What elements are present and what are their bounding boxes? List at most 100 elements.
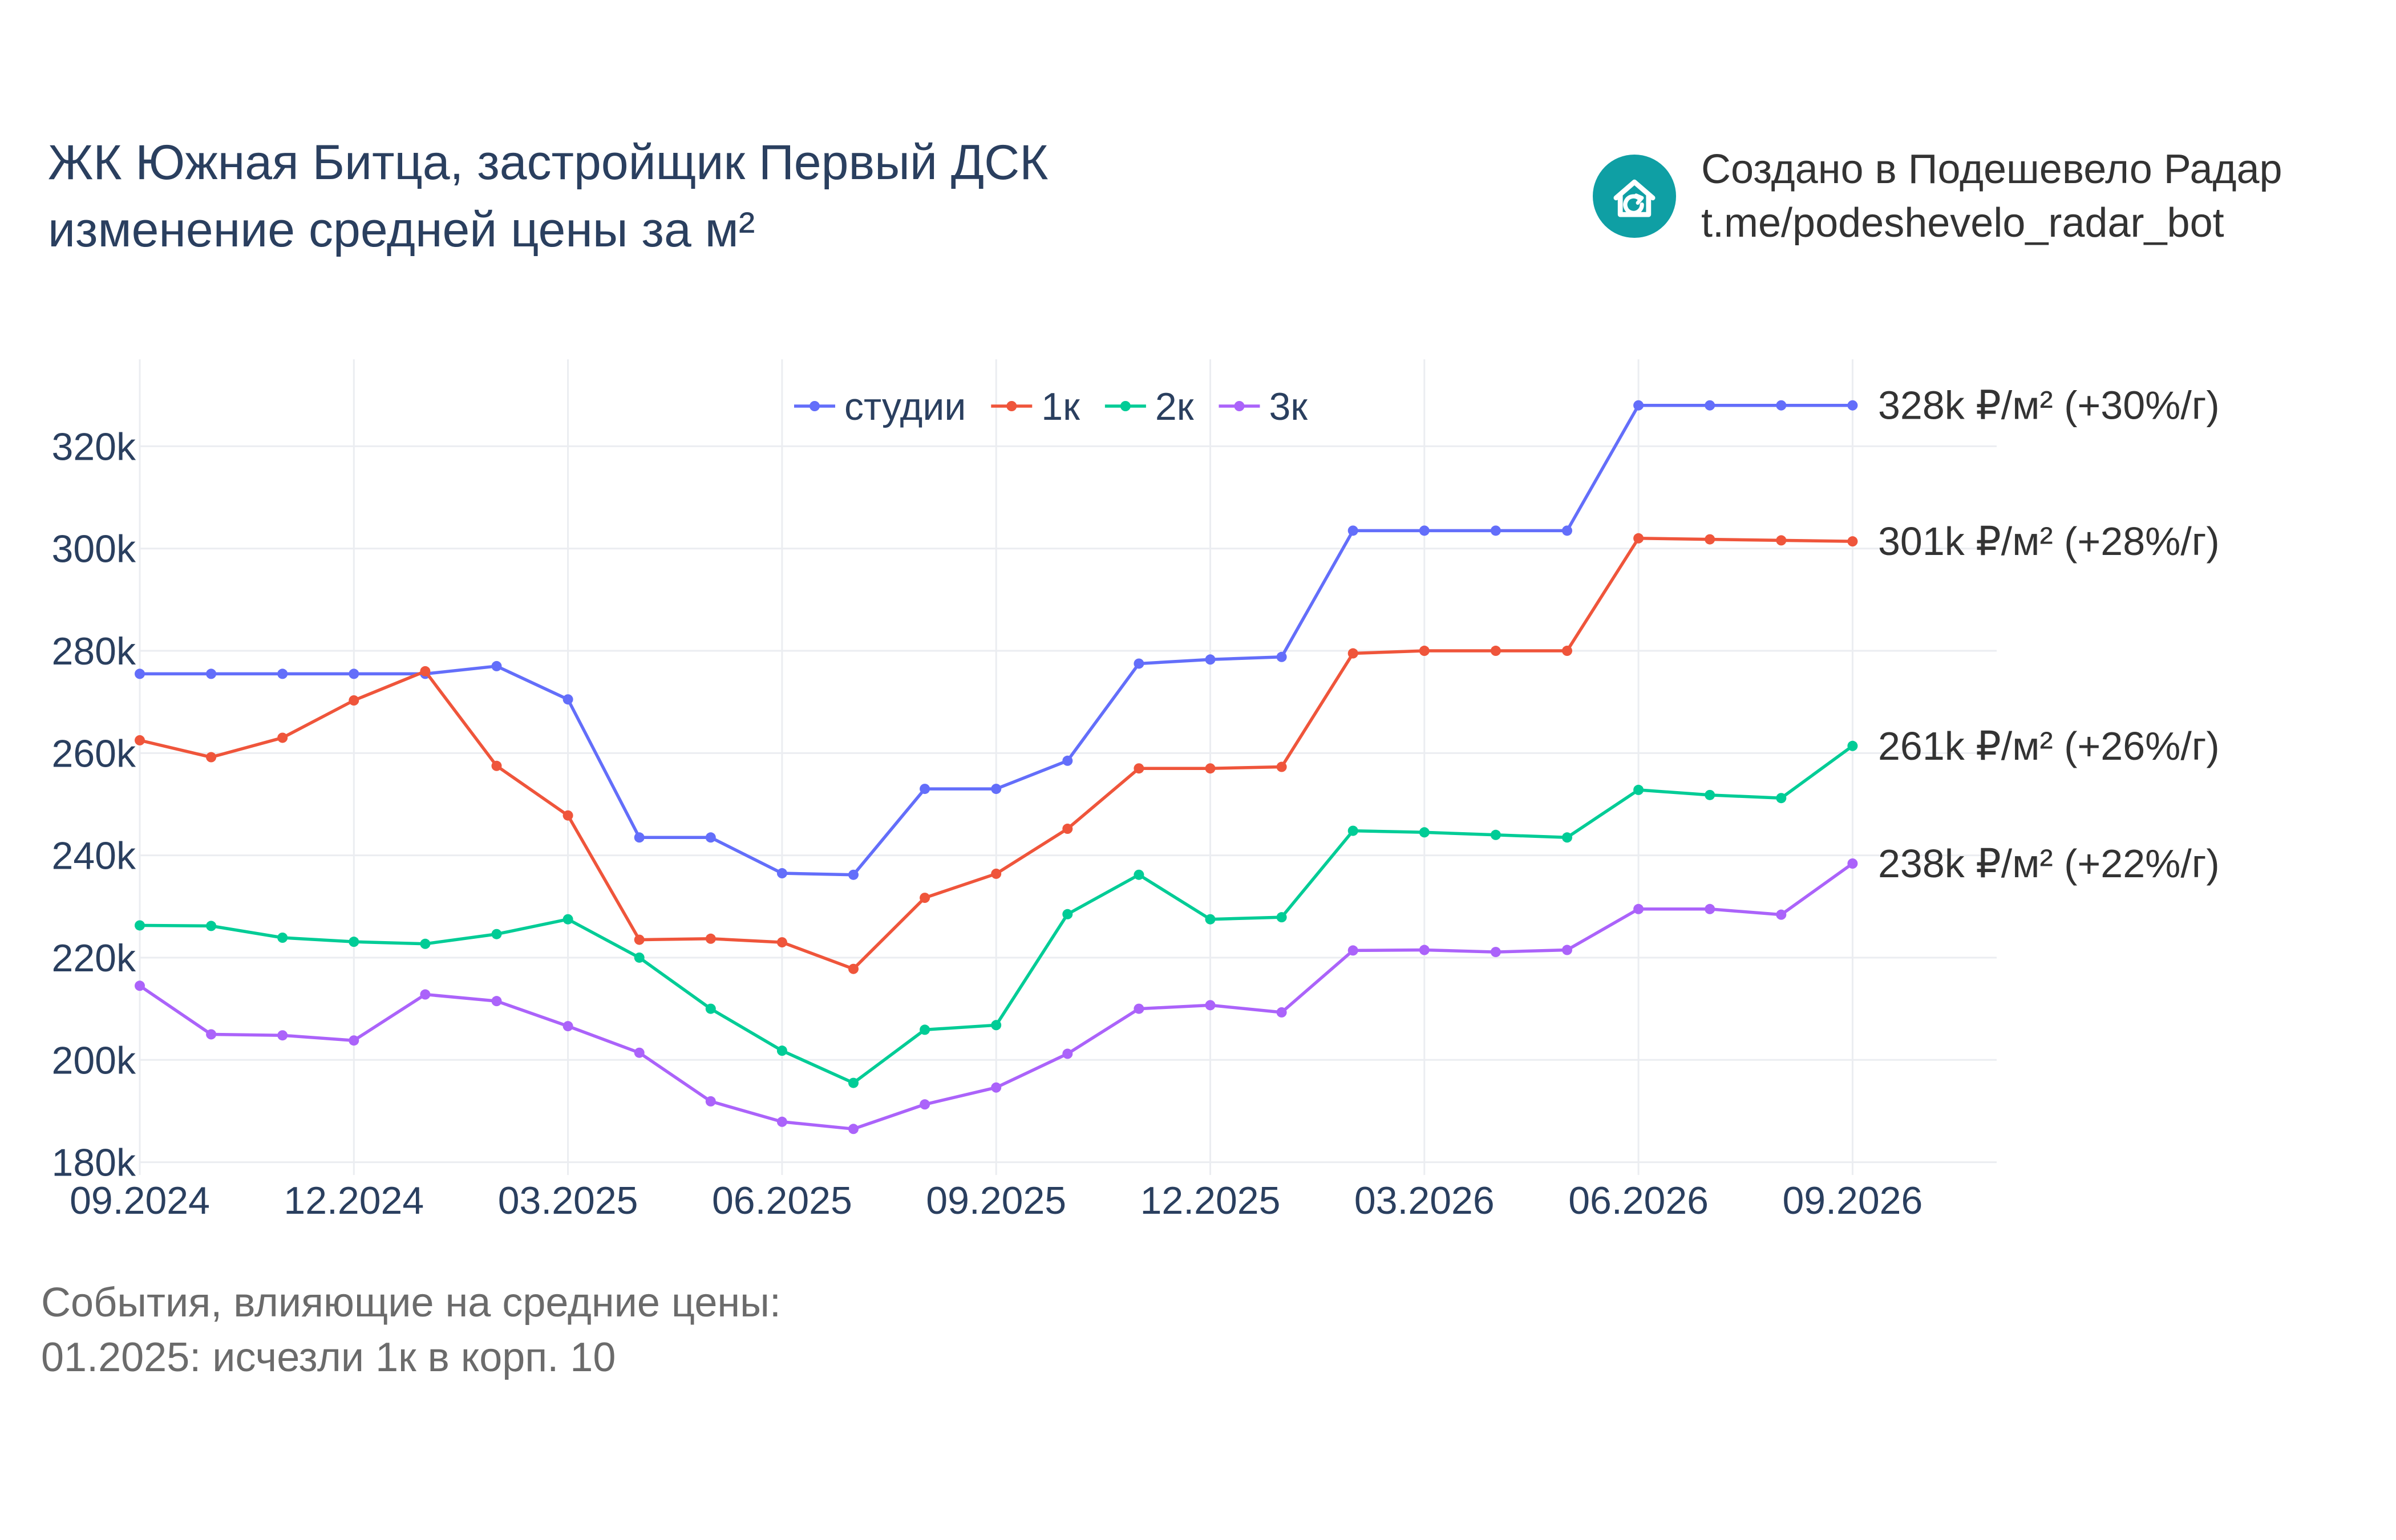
data-point [1134,763,1144,774]
data-point [776,937,787,948]
data-point [206,1029,217,1040]
legend-label: студии [844,385,966,428]
legend-marker [1006,401,1017,411]
data-point [1062,1048,1073,1059]
data-point [920,784,930,795]
data-point [135,920,145,931]
brand-block: Создано в Подешевело Радар t.me/podeshev… [1593,143,2282,250]
data-point [1276,761,1287,772]
data-point [135,668,145,679]
series-end-label: 238k ₽/м² (+22%/г) [1878,841,2220,886]
brand-text: Создано в Подешевело Радар t.me/podeshev… [1701,143,2282,250]
data-point [1490,525,1501,536]
data-point [206,668,217,679]
data-point [1419,945,1430,955]
data-point [135,980,145,991]
brand-name: Создано в Подешевело Радар [1701,147,2282,192]
data-point [634,832,645,843]
series-4 [135,858,1858,1134]
events-note: События, влияющие на средние цены: 01.20… [41,1275,781,1385]
y-tick-label: 320k [52,425,136,468]
data-point [1134,658,1144,669]
data-point [135,735,145,745]
legend-marker [810,401,820,411]
y-tick-label: 240k [52,834,136,878]
event-item: 01.2025: исчезли 1к в корп. 10 [41,1335,616,1380]
data-point [1633,784,1644,795]
legend-item: 1к [991,385,1080,428]
series-3 [135,740,1858,1088]
data-point [991,1020,1002,1031]
data-point [1062,909,1073,919]
data-point [1205,1000,1216,1011]
data-point [206,752,217,763]
series-2 [135,533,1858,974]
data-point [1776,400,1787,411]
data-point [1419,525,1430,536]
data-point [277,933,288,943]
data-point [705,832,716,843]
chart-series [135,400,1858,1134]
data-point [1847,536,1858,547]
data-point [491,929,502,939]
y-tick-label: 280k [52,630,136,673]
x-axis-ticks: 09.2024 12.2024 03.2025 06.2025 09.2025 12.20… [70,1179,1923,1222]
data-point [991,784,1002,795]
data-point [1205,763,1216,774]
y-tick-label: 220k [52,937,136,980]
legend-item: студии [794,385,966,428]
events-heading: События, влияющие на средние цены: [41,1280,781,1326]
data-point [1847,858,1858,869]
data-point [1276,912,1287,923]
legend-marker [1120,401,1131,411]
data-point [848,1124,859,1134]
data-point [491,660,502,671]
chart-subtitle: изменение средней цены за м² [48,202,755,257]
data-point [776,1045,787,1056]
data-point [920,1024,930,1035]
chart-grid [139,359,1997,1175]
brand-link[interactable]: t.me/podeshevelo_radar_bot [1701,200,2224,246]
series-end-label: 301k ₽/м² (+28%/г) [1878,519,2220,564]
data-point [349,668,359,679]
data-point [705,1096,716,1107]
data-point [491,760,502,771]
data-point [1062,755,1073,766]
data-point [562,810,573,821]
data-point [1776,793,1787,804]
data-point [634,952,645,963]
data-point [920,1099,930,1110]
x-tick-label: 09.2025 [926,1179,1066,1222]
legend-label: 3к [1269,385,1308,428]
data-point [1705,789,1715,800]
x-tick-label: 09.2024 [70,1179,210,1222]
data-point [1062,824,1073,834]
data-point [848,869,859,880]
data-point [277,732,288,743]
data-point [420,666,431,676]
data-point [1633,903,1644,914]
series-end-label: 328k ₽/м² (+30%/г) [1878,383,2220,428]
legend-marker [1234,401,1245,411]
data-point [848,963,859,974]
data-point [491,996,502,1007]
data-point [1134,1003,1144,1014]
data-point [1134,869,1144,880]
data-point [1419,646,1430,656]
data-point [1562,646,1572,656]
data-point [1847,740,1858,751]
data-point [1633,533,1644,544]
x-tick-label: 06.2026 [1568,1179,1709,1222]
data-point [1347,648,1358,659]
y-tick-label: 300k [52,528,136,571]
chart-legend: студии 1к 2к 3к [794,385,1308,428]
data-point [277,668,288,679]
chart-title: ЖК Южная Битца, застройщик Первый ДСК из… [48,129,1048,264]
data-point [848,1077,859,1088]
y-tick-label: 180k [52,1141,136,1185]
data-point [705,933,716,944]
data-point [1347,525,1358,536]
data-point [1205,914,1216,925]
